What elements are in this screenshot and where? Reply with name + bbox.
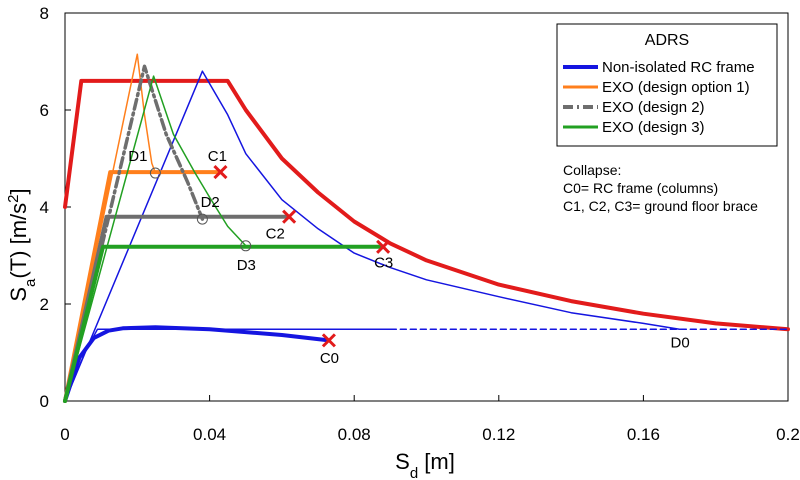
series-exo2-demand (63, 64, 205, 403)
x-tick-label: 0.2 (776, 425, 800, 444)
series-exo1-demand (64, 53, 157, 402)
point-label: C1 (208, 148, 227, 165)
legend-label: EXO (design 3) (602, 119, 705, 136)
point-label: C0 (320, 350, 339, 367)
point-label: C2 (266, 226, 285, 243)
x-tick-label: 0.08 (338, 425, 371, 444)
series-rc-capacity (63, 325, 331, 403)
point-label: D3 (237, 257, 256, 274)
legend: ADRS Non-isolated RC frame EXO (design op… (556, 23, 778, 147)
collapse-x-marker (321, 333, 336, 348)
collapse-x-marker (282, 209, 297, 224)
series-adrs-spectrum (63, 78, 790, 332)
x-tick-label: 0 (60, 425, 69, 444)
collapse-annotation: Collapse: C0= RC frame (columns) C1, C2,… (563, 162, 758, 214)
demand-point-marker (196, 213, 208, 225)
markers-layer (149, 165, 391, 348)
x-axis-title: Sd [m] (395, 449, 455, 480)
series-exo3-capacity (63, 244, 386, 403)
annotation-line-3: C1, C2, C3= ground floor brace (563, 198, 758, 214)
point-labels: D1 C1 D2 C2 D3 C3 C0 D0 (128, 148, 689, 367)
x-tick-label: 0.12 (482, 425, 515, 444)
point-label: C3 (374, 255, 393, 272)
y-tick-label: 0 (40, 392, 49, 411)
legend-label: EXO (design 2) (602, 99, 705, 116)
annotation-line-2: C0= RC frame (columns) (563, 180, 718, 196)
axes: 0 0.04 0.08 0.12 0.16 0.2 0 2 4 6 8 (40, 4, 800, 444)
point-label: D1 (128, 148, 147, 165)
legend-title: ADRS (645, 32, 689, 49)
collapse-x-marker (376, 239, 391, 254)
x-tick-label: 0.04 (193, 425, 226, 444)
series-rc-bilinear (64, 328, 392, 402)
legend-label: EXO (design option 1) (602, 79, 750, 96)
y-tick-label: 2 (40, 295, 49, 314)
y-tick-label: 6 (40, 101, 49, 120)
x-tick-label: 0.16 (627, 425, 660, 444)
series-demand-spectrum-rc (64, 70, 681, 402)
demand-point-marker (149, 167, 161, 179)
y-axis-title: Sa(T) [m/s2] (5, 188, 39, 301)
series-layer (63, 53, 790, 403)
series-exo3-demand (64, 75, 247, 402)
y-tick-label: 8 (40, 4, 49, 23)
series-exo2-capacity (63, 214, 292, 403)
point-label: D2 (201, 194, 220, 211)
demand-point-marker (240, 240, 252, 252)
annotation-line-1: Collapse: (563, 162, 621, 178)
point-label: D0 (671, 335, 690, 352)
collapse-x-marker (213, 165, 228, 180)
y-tick-label: 4 (40, 198, 49, 217)
legend-entries: Non-isolated RC frame EXO (design option … (563, 59, 755, 136)
legend-label: Non-isolated RC frame (602, 59, 755, 76)
